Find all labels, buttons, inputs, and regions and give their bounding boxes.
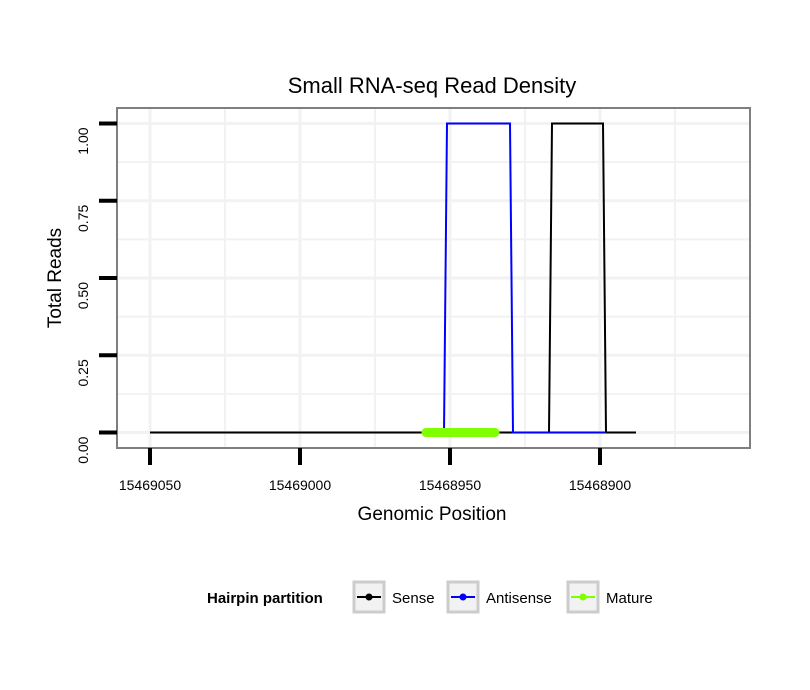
legend-label-mature: Mature bbox=[606, 590, 653, 607]
legend-label-antisense: Antisense bbox=[486, 590, 552, 607]
y-tick-label: 0.50 bbox=[75, 282, 91, 309]
chart-title: Small RNA-seq Read Density bbox=[288, 73, 577, 98]
legend-label-sense: Sense bbox=[392, 590, 435, 607]
legend-title: Hairpin partition bbox=[207, 590, 323, 607]
y-tick-label: 0.75 bbox=[75, 205, 91, 232]
x-tick-label: 15468950 bbox=[419, 477, 482, 493]
y-tick-label: 1.00 bbox=[75, 127, 91, 154]
series-layer bbox=[150, 122, 636, 437]
series-line-antisense bbox=[443, 122, 606, 434]
y-tick-label: 0.00 bbox=[75, 436, 91, 463]
y-tick-label: 0.25 bbox=[75, 359, 91, 386]
y-axis-title: Total Reads bbox=[45, 228, 66, 328]
x-tick-label: 15469050 bbox=[119, 477, 182, 493]
x-tick-label: 15468900 bbox=[569, 477, 632, 493]
grid bbox=[117, 108, 750, 448]
legend-key-point bbox=[579, 593, 587, 601]
legend: Hairpin partition Sense Antisense Mature bbox=[207, 580, 653, 614]
x-tick-label: 15469000 bbox=[269, 477, 332, 493]
x-axis-title: Genomic Position bbox=[358, 504, 507, 525]
axes: 15469050 15469000 15468950 15468900 0.00 0.25… bbox=[75, 121, 632, 493]
legend-key-point bbox=[459, 593, 467, 601]
legend-key-point bbox=[365, 593, 373, 601]
